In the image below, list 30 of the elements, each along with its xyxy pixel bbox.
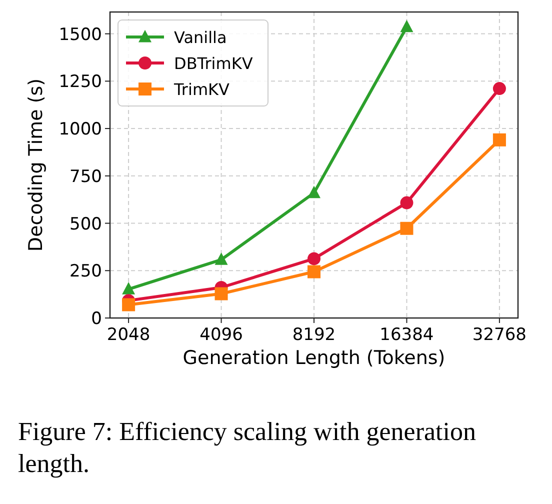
point — [308, 265, 320, 278]
y-tick-label: 250 — [70, 262, 102, 282]
x-tick-label: 16384 — [380, 325, 434, 345]
point — [400, 20, 414, 32]
point — [400, 196, 414, 210]
y-tick-label: 500 — [70, 214, 102, 234]
point — [308, 186, 320, 198]
legend-label: DBTrimKV — [174, 54, 253, 73]
x-tick-label: 8192 — [292, 325, 336, 345]
y-tick-label: 1250 — [58, 72, 102, 92]
x-tick-label: 32768 — [472, 325, 526, 345]
y-tick-label: 1000 — [58, 120, 102, 140]
point — [400, 222, 414, 235]
point — [122, 298, 136, 312]
x-tick-label: 2048 — [106, 325, 150, 345]
y-tick-label: 1500 — [58, 24, 102, 45]
point — [308, 252, 320, 266]
point — [492, 133, 506, 146]
legend-label: Vanilla — [174, 28, 227, 47]
x-axis-title: Generation Length (Tokens) — [182, 347, 446, 369]
point — [214, 287, 228, 300]
point — [214, 252, 228, 265]
x-tick-label: 4096 — [200, 325, 243, 345]
point — [492, 82, 506, 96]
y-axis-title: Decoding Time (s) — [25, 78, 47, 252]
point — [122, 282, 136, 294]
y-tick-label: 750 — [70, 166, 102, 187]
y-tick-label: 0 — [91, 309, 102, 329]
legend-label: TrimKV — [173, 80, 230, 99]
caption: Figure 7: Efficiency scaling with generation length. — [18, 417, 476, 478]
